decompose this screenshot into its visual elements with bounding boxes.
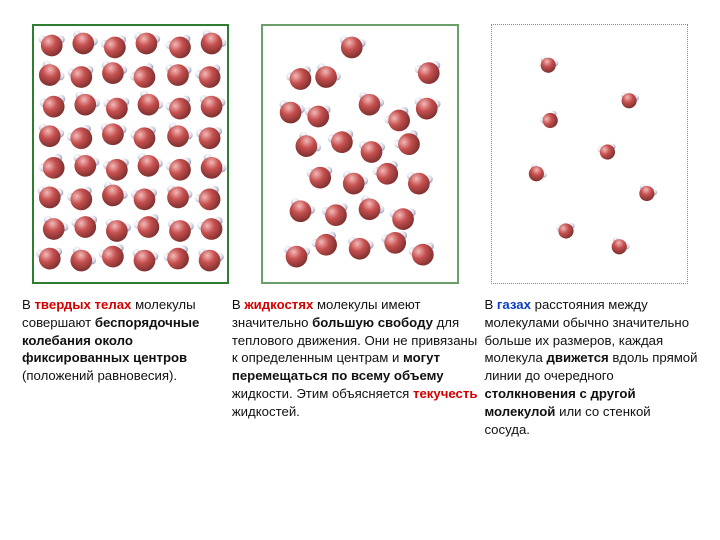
- cap-gas-t4: движется: [547, 350, 609, 365]
- panel-liquid: [261, 24, 458, 284]
- caption-solid: В твердых телах молекулы совершают беспо…: [22, 296, 226, 439]
- cap-liq-t8: текучесть: [413, 386, 477, 401]
- captions-row: В твердых телах молекулы совершают беспо…: [0, 292, 720, 451]
- cap-liq-t1: В: [232, 297, 244, 312]
- caption-gas: В газах расстояния между молекулами обыч…: [484, 296, 698, 439]
- cap-liq-t2: жидкостях: [244, 297, 313, 312]
- panel-solid: [32, 24, 229, 284]
- cap-liq-t7: жидкости. Этим объясняется: [232, 386, 413, 401]
- cap-gas-t1: В: [484, 297, 496, 312]
- panel-gas-frame: [491, 24, 688, 284]
- panel-gas: [491, 24, 688, 284]
- panel-solid-frame: [32, 24, 229, 284]
- cap-solid-t5: (положений равновесия).: [22, 368, 177, 383]
- panel-row: [0, 0, 720, 292]
- cap-liq-t9: жидкостей.: [232, 404, 300, 419]
- cap-liq-t4: большую свободу: [312, 315, 433, 330]
- cap-solid-t1: В: [22, 297, 34, 312]
- panel-liquid-frame: [261, 24, 458, 284]
- cap-gas-t2: газах: [497, 297, 531, 312]
- cap-solid-t2: твердых телах: [34, 297, 131, 312]
- caption-liquid: В жидкостях молекулы имеют значительно б…: [232, 296, 479, 439]
